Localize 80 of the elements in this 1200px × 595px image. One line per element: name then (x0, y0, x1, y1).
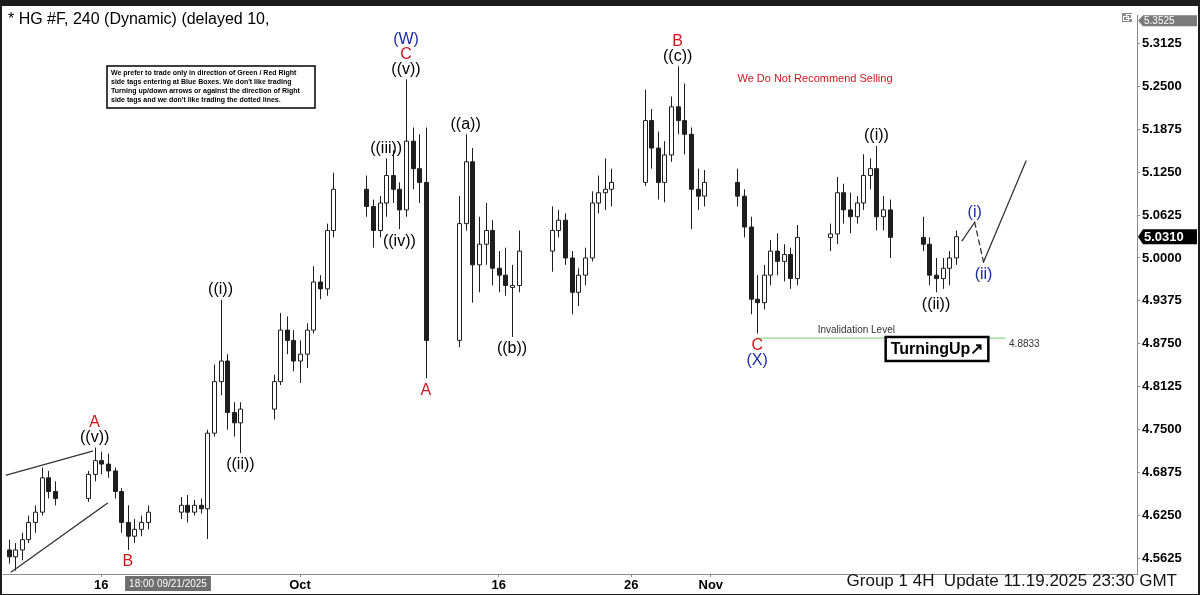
annotation: ((ii)) (226, 455, 255, 473)
annotation: A (89, 413, 101, 430)
annotation: We Do Not Recommend Selling (737, 72, 893, 85)
candlestick (192, 499, 197, 517)
annotation: ((iii)) (370, 138, 403, 156)
candlestick (583, 247, 588, 286)
candlestick (775, 232, 780, 276)
annotation: ((i)) (208, 280, 233, 298)
candlestick (146, 504, 151, 530)
y-tick-label: 4.7500 (1142, 421, 1182, 437)
candlestick (139, 515, 144, 537)
annotation: (ii) (974, 264, 993, 282)
y-tick-label: 5.2500 (1142, 77, 1182, 93)
annotation: ((v)) (79, 428, 110, 445)
candlestick (689, 126, 694, 230)
x-tick-label: 26 (624, 577, 639, 593)
annotation: (i) (967, 202, 982, 220)
annotation: ((i)) (863, 126, 889, 144)
y-tick-label: 4.6250 (1142, 507, 1182, 523)
candlestick (848, 192, 853, 234)
annotation: TurningUp↗ (890, 340, 984, 358)
candlestick (424, 126, 429, 379)
candlestick (212, 363, 217, 438)
candlestick (457, 195, 462, 348)
candlestick (298, 339, 303, 384)
annotation: (X) (746, 350, 768, 368)
candlestick (106, 453, 111, 479)
y-tick-label: 5.0000 (1142, 249, 1182, 265)
chart-title: * HG #F, 240 (Dynamic) (delayed 10, (8, 10, 270, 27)
candlestick (742, 188, 747, 238)
candlestick (404, 78, 409, 218)
candlestick (669, 96, 674, 163)
candlestick (33, 504, 38, 534)
candlestick (888, 199, 893, 259)
text: 5.0310 (1144, 228, 1184, 244)
annotation: (W) (393, 29, 419, 47)
x-tick-label: Nov (698, 577, 724, 593)
candlestick (934, 257, 939, 293)
candlestick (53, 480, 58, 506)
y-tick-label: 5.3125 (1142, 34, 1182, 50)
y-tick-label: 4.8125 (1142, 378, 1182, 394)
candlestick (364, 175, 369, 218)
candlestick (735, 168, 740, 207)
candlestick (563, 212, 568, 266)
y-tick-label: 5.1250 (1142, 163, 1182, 179)
series-label: Invalidation Level (817, 323, 895, 335)
candlestick (477, 216, 482, 293)
y-tick-label: 4.8750 (1142, 335, 1182, 351)
candlestick (881, 195, 886, 231)
y-tick-label: 4.5625 (1142, 550, 1182, 566)
annotation: C (400, 44, 412, 62)
annotation: ((a)) (450, 114, 481, 132)
annotation: ((v)) (391, 59, 421, 77)
candlestick (86, 470, 91, 503)
annotation: ((iv)) (382, 231, 416, 249)
annotation: ((b)) (496, 339, 528, 357)
y-tick-label: 4.6875 (1142, 464, 1182, 480)
annotation: B (122, 552, 134, 570)
candlestick (318, 274, 323, 300)
candlestick (828, 223, 833, 252)
annotation: A (420, 380, 432, 398)
annotation: ((ii)) (921, 294, 951, 312)
y-tick-label: 5.1875 (1142, 120, 1182, 136)
text: 5.3525 (1144, 15, 1176, 27)
annotation: Group 1 4H Update 11.19.2025 23:30 GMT (846, 571, 1177, 590)
candlestick (517, 229, 522, 293)
annotation: ((c)) (663, 46, 693, 64)
annotation: B (672, 31, 683, 49)
candlestick (371, 199, 376, 249)
text: 18:00 09/21/2025 (129, 577, 208, 589)
y-tick-label: 4.9375 (1142, 292, 1182, 308)
x-tick-label: 16 (491, 577, 507, 593)
data-label: 4.8833 (1009, 337, 1041, 349)
candlestick (510, 264, 515, 338)
y-tick-label: 5.0625 (1142, 206, 1182, 222)
x-tick-label: Oct (289, 577, 312, 593)
candlestick (954, 229, 959, 266)
candlestick (795, 224, 800, 286)
annotation: C (751, 335, 763, 353)
x-tick-label: 16 (94, 577, 109, 593)
